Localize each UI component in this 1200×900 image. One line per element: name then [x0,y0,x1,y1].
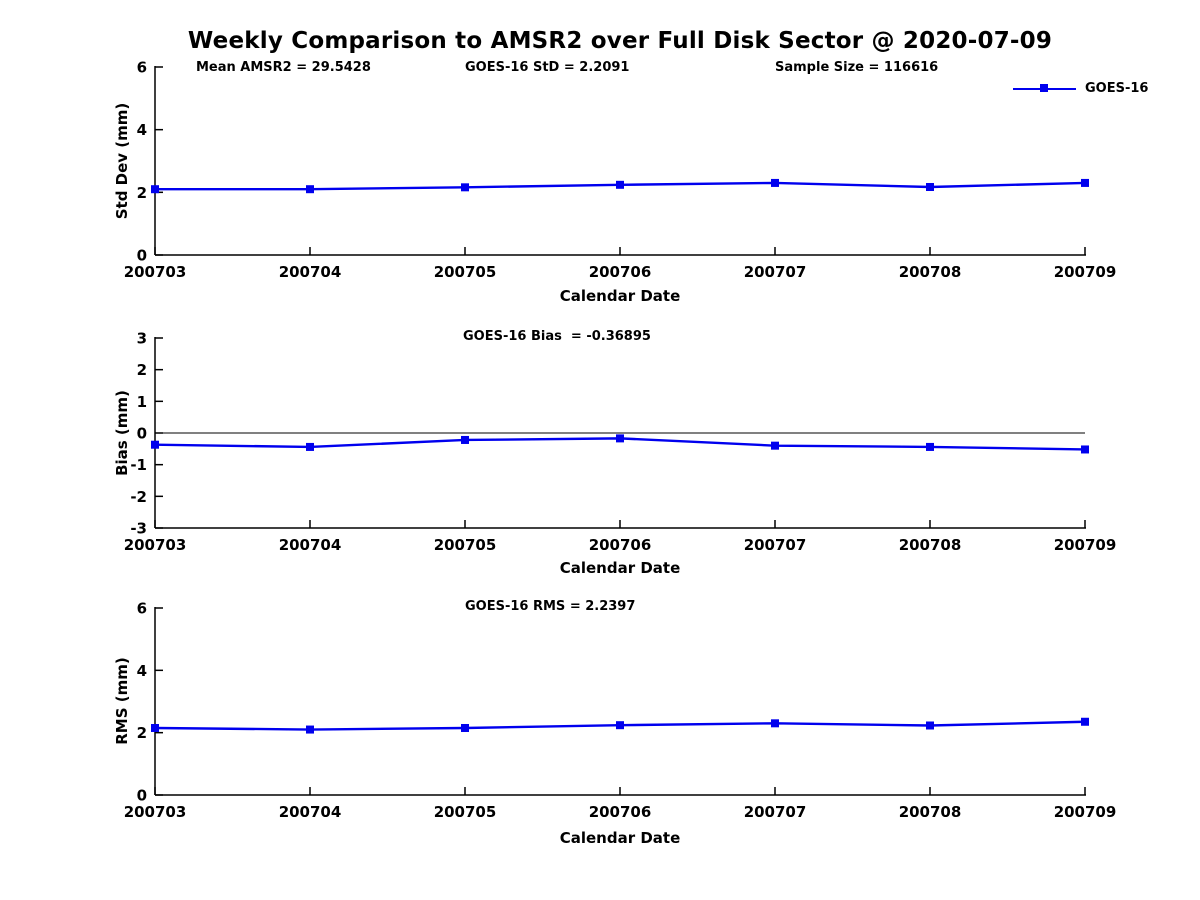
x-tick-label: 200704 [279,263,342,281]
x-tick-label: 200703 [124,536,187,554]
data-point-marker [151,440,159,449]
data-point-marker [771,719,779,728]
data-point-marker [926,442,934,451]
data-point-marker [151,185,159,194]
data-point-marker [151,723,159,732]
legend: GOES-16 [1013,80,1148,97]
annotation-goes16-rms: GOES-16 RMS = 2.2397 [465,599,636,614]
data-point-marker [1081,178,1089,187]
data-point-marker [771,441,779,450]
x-axis-label-3: Calendar Date [559,829,681,847]
data-point-marker [1081,717,1089,726]
annotation-sample-size: Sample Size = 116616 [775,60,939,75]
data-point-marker [926,183,934,192]
legend-label: GOES-16 [1085,81,1149,96]
y-tick-label: -3 [130,520,147,538]
x-tick-label: 200706 [589,536,652,554]
y-tick-label: 3 [137,330,147,348]
x-tick-label: 200705 [434,803,497,821]
x-tick-label: 200709 [1054,263,1117,281]
x-axis-label-1: Calendar Date [559,287,681,305]
data-point-marker [771,178,779,187]
x-tick-label: 200703 [124,263,187,281]
y-tick-label: 0 [137,787,147,805]
x-tick-label: 200708 [899,263,962,281]
y-tick-label: 1 [137,393,147,411]
data-point-marker [306,185,314,194]
y-tick-label: -1 [130,456,147,474]
data-point-marker [306,725,314,734]
data-point-marker [616,721,624,730]
legend-line-sample [1013,84,1076,93]
x-tick-label: 200707 [744,536,807,554]
x-tick-label: 200709 [1054,803,1117,821]
annotation-goes16-bias: GOES-16 Bias = -0.36895 [463,329,651,344]
figure-title: Weekly Comparison to AMSR2 over Full Dis… [187,28,1053,54]
x-tick-label: 200707 [744,263,807,281]
annotation-mean-amsr2: Mean AMSR2 = 29.5428 [196,60,371,75]
x-tick-label: 200705 [434,263,497,281]
legend-square-marker-icon [1040,84,1048,93]
y-tick-label: 4 [137,662,147,680]
annotation-goes16-std: GOES-16 StD = 2.2091 [465,60,630,75]
y-tick-label: 2 [137,724,147,742]
data-point-marker [616,180,624,189]
data-point-marker [1081,445,1089,454]
x-tick-label: 200707 [744,803,807,821]
x-tick-label: 200708 [899,536,962,554]
data-point-marker [306,442,314,451]
x-tick-label: 200709 [1054,536,1117,554]
x-tick-label: 200704 [279,803,342,821]
y-tick-label: 6 [137,600,147,618]
data-point-marker [461,183,469,192]
x-tick-label: 200706 [589,263,652,281]
x-tick-label: 200705 [434,536,497,554]
x-tick-label: 200703 [124,803,187,821]
y-tick-label: 6 [137,59,147,77]
y-tick-label: 2 [137,361,147,379]
data-point-marker [616,434,624,443]
x-axis-label-2: Calendar Date [559,559,681,577]
data-point-marker [461,435,469,444]
y-tick-label: 0 [137,247,147,265]
x-tick-label: 200706 [589,803,652,821]
data-point-marker [926,721,934,730]
y-tick-label: 0 [137,425,147,443]
y-tick-label: 4 [137,121,147,139]
y-tick-label: 2 [137,184,147,202]
x-tick-label: 200708 [899,803,962,821]
x-tick-label: 200704 [279,536,342,554]
data-point-marker [461,723,469,732]
y-tick-label: -2 [130,488,147,506]
